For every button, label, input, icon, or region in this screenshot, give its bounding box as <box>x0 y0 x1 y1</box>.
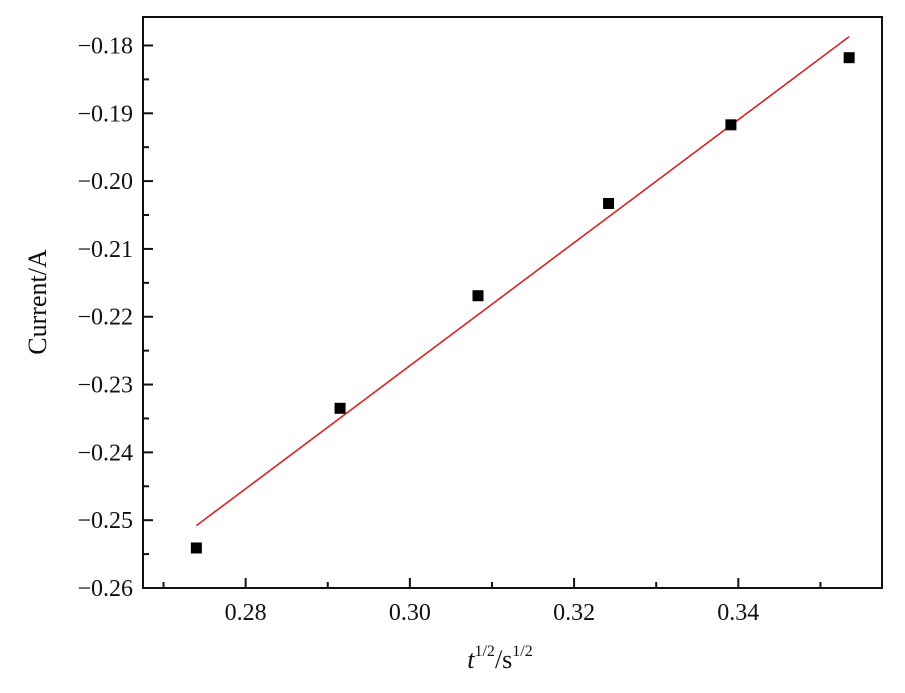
y-tick-label: −0.25 <box>77 508 133 534</box>
x-tick-label: 0.32 <box>553 600 595 626</box>
x-axis: 0.28 0.30 0.32 0.34 <box>162 578 822 626</box>
data-point <box>725 119 737 131</box>
data-point <box>190 542 202 554</box>
y-axis-label: Current/A <box>23 249 52 355</box>
x-tick-label: 0.28 <box>225 600 267 626</box>
fit-line-group <box>195 36 850 527</box>
data-point <box>843 52 855 64</box>
data-point <box>603 197 615 209</box>
y-tick-label: −0.19 <box>77 101 133 127</box>
y-axis: −0.26 −0.25 −0.24 −0.23 −0.22 −0.21 −0.20 −0.19… <box>77 33 153 602</box>
x-tick-label: 0.34 <box>717 600 759 626</box>
y-tick-label: −0.22 <box>77 305 133 331</box>
data-point <box>472 290 484 302</box>
plot-frame <box>142 16 883 589</box>
y-tick-label: −0.18 <box>77 33 133 59</box>
data-points <box>190 52 855 554</box>
x-label-exp1: 1/2 <box>474 643 494 660</box>
x-label-sep: /s <box>495 645 512 674</box>
y-tick-label: −0.21 <box>77 237 133 263</box>
y-tick-label: −0.23 <box>77 373 133 399</box>
fit-line <box>195 36 850 527</box>
y-tick-label: −0.26 <box>77 576 133 602</box>
y-tick-label: −0.20 <box>77 169 133 195</box>
x-axis-label: t1/2/s1/2 <box>467 643 532 674</box>
x-label-base: t <box>467 645 475 674</box>
x-label-exp2: 1/2 <box>512 643 532 660</box>
x-tick-label: 0.30 <box>389 600 431 626</box>
data-point <box>334 402 346 414</box>
y-tick-label: −0.24 <box>77 440 133 466</box>
